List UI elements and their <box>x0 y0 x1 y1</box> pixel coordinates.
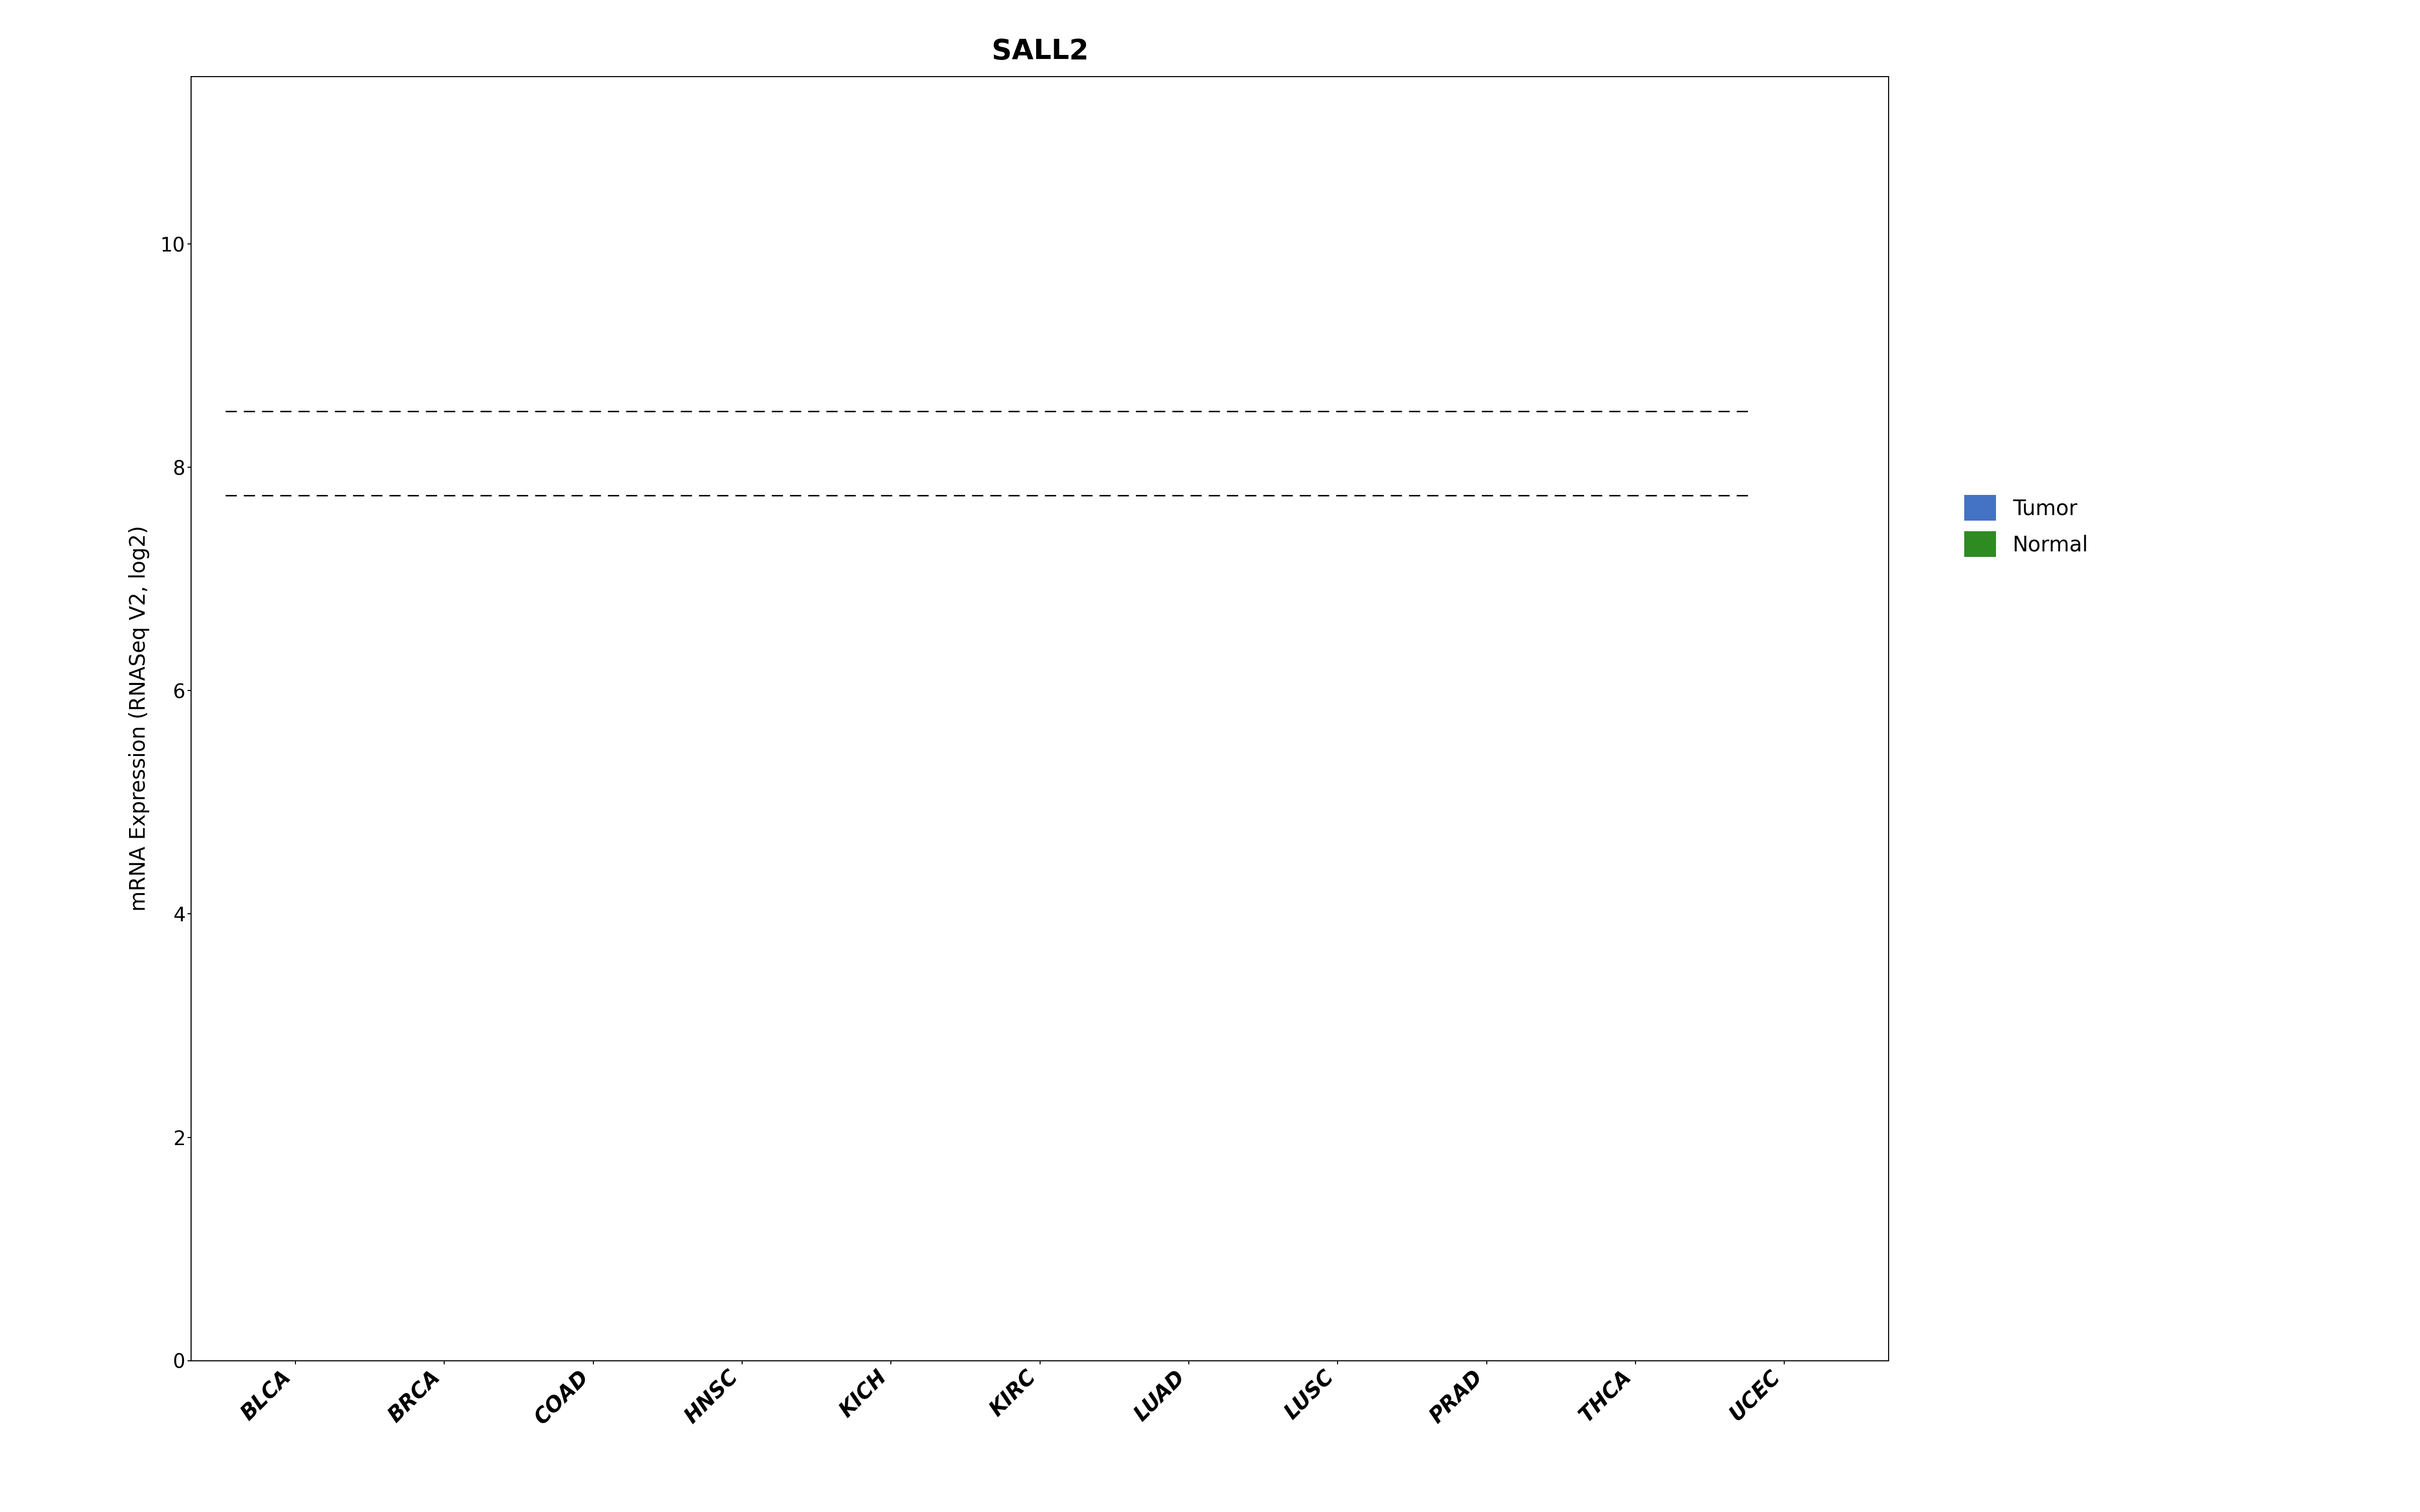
Title: SALL2: SALL2 <box>992 38 1089 65</box>
Legend: Tumor, Normal: Tumor, Normal <box>1953 484 2098 567</box>
Y-axis label: mRNA Expression (RNASeq V2, log2): mRNA Expression (RNASeq V2, log2) <box>128 526 150 912</box>
